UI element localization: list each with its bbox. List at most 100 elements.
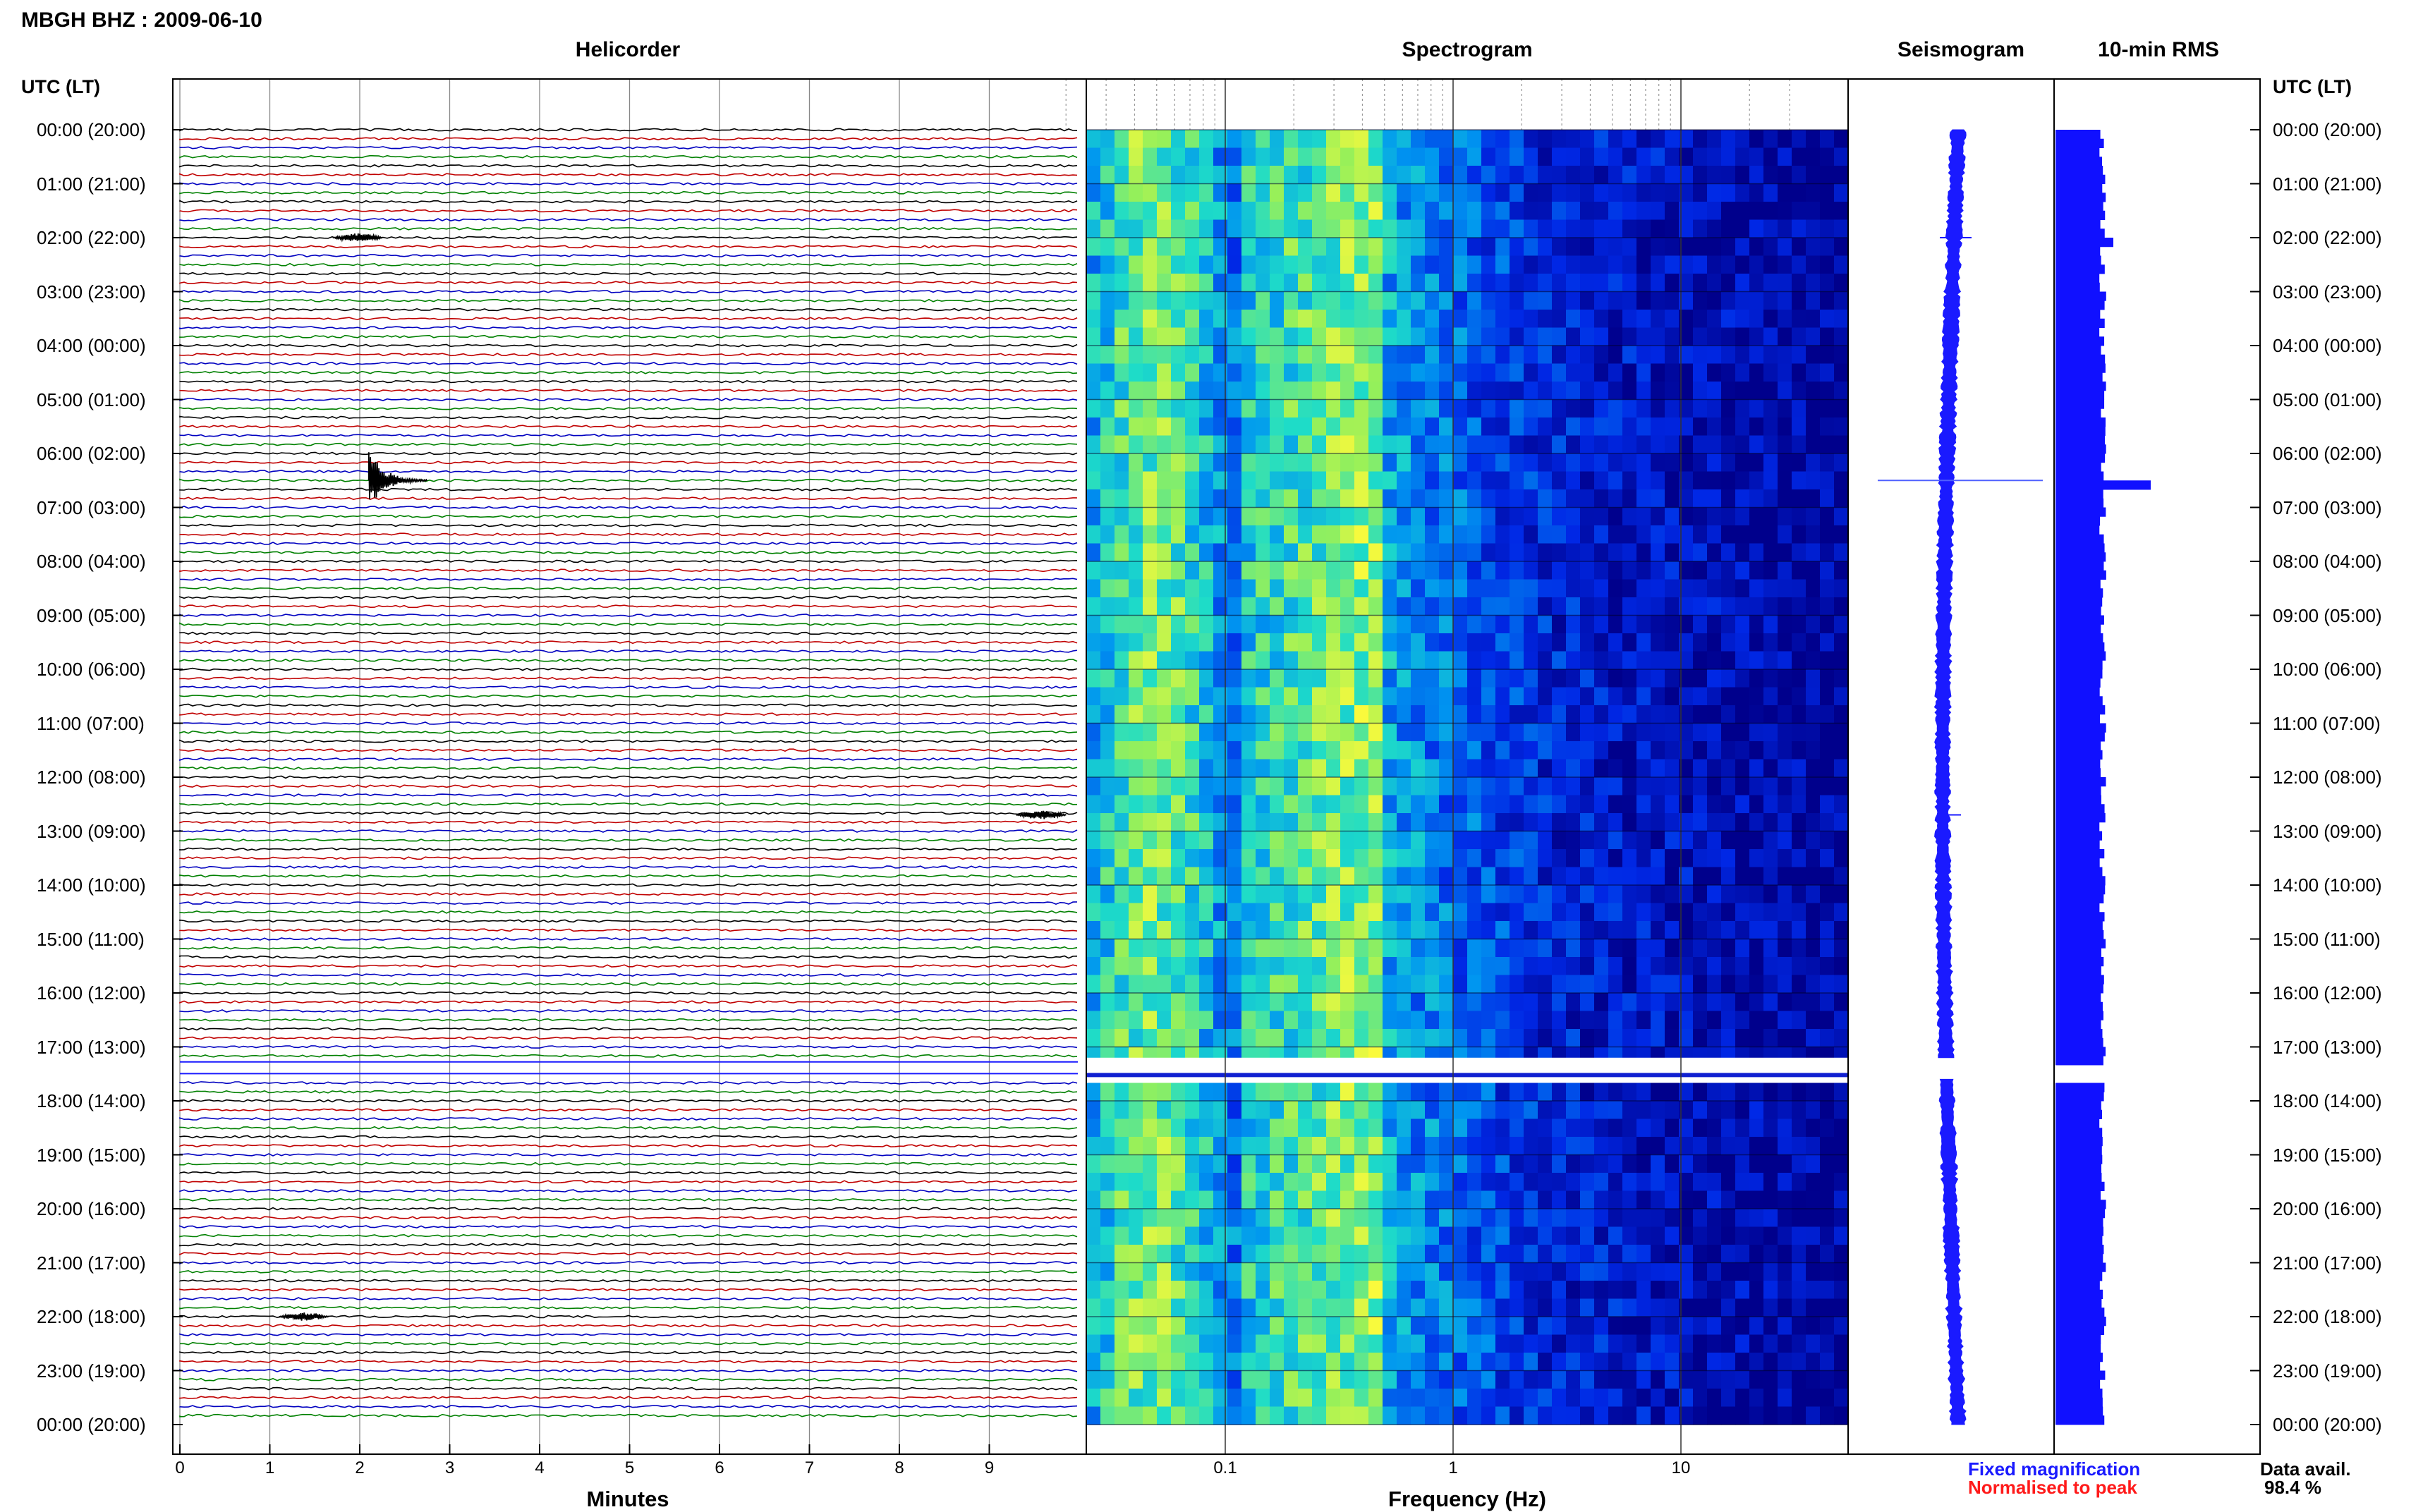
spectrogram-cell <box>1566 147 1581 166</box>
spectrogram-cell <box>1115 669 1129 688</box>
spectrogram-cell <box>1439 166 1454 185</box>
spectrogram-cell <box>1284 147 1299 166</box>
spectrogram-cell <box>1636 1262 1651 1281</box>
spectrogram-cell <box>1185 1353 1200 1372</box>
spectrogram-cell <box>1735 363 1750 382</box>
spectrogram-cell <box>1157 903 1172 922</box>
spectrogram-cell <box>1340 597 1355 616</box>
spectrogram-cell <box>1411 1262 1426 1281</box>
spectrogram-cell <box>1298 705 1313 724</box>
spectrogram-cell <box>1806 849 1821 868</box>
spectrogram-cell <box>1636 1137 1651 1156</box>
spectrogram-cell <box>1707 1190 1722 1209</box>
spectrogram-cell <box>1453 867 1468 886</box>
spectrogram-cell <box>1439 1083 1454 1102</box>
spectrogram-cell <box>1199 363 1214 382</box>
spectrogram-cell <box>1580 813 1595 832</box>
spectrogram-cell <box>1763 1101 1778 1120</box>
spectrogram-cell <box>1651 1406 1665 1425</box>
spectrogram-cell <box>1256 615 1270 634</box>
spectrogram-cell <box>1185 1101 1200 1120</box>
spectrogram-cell <box>1383 615 1397 634</box>
spectrogram-cell <box>1213 274 1228 293</box>
spectrogram-cell <box>1354 669 1369 688</box>
spectrogram-cell <box>1778 1334 1792 1353</box>
spectrogram-cell <box>1693 723 1708 742</box>
rms-bar <box>2055 174 2106 184</box>
spectrogram-cell <box>1241 1281 1256 1300</box>
spectrogram-cell <box>1834 993 1849 1012</box>
spectrogram-cell <box>1439 831 1454 850</box>
spectrogram-cell <box>1481 543 1496 562</box>
spectrogram-cell <box>1213 1353 1228 1372</box>
spectrogram-cell <box>1580 849 1595 868</box>
spectrogram-cell <box>1354 939 1369 958</box>
spectrogram-cell <box>1636 1370 1651 1389</box>
spectrogram-cell <box>1707 1389 1722 1408</box>
spectrogram-cell <box>1834 939 1849 958</box>
spectrogram-cell <box>1636 669 1651 688</box>
spectrogram-cell <box>1143 651 1158 670</box>
spectrogram-cell <box>1538 777 1553 796</box>
spectrogram-cell <box>1115 993 1129 1012</box>
spectrogram-cell <box>1721 327 1736 346</box>
spectrogram-cell <box>1778 705 1792 724</box>
spectrogram-cell <box>1115 166 1129 185</box>
spectrogram-cell <box>1665 705 1680 724</box>
spectrogram-cell <box>1622 1406 1637 1425</box>
spectrogram-cell <box>1481 507 1496 526</box>
spectrogram-cell <box>1665 399 1680 418</box>
spectrogram-cell <box>1622 669 1637 688</box>
spectrogram-cell <box>1622 453 1637 472</box>
spectrogram-cell <box>1834 813 1849 832</box>
spectrogram-cell <box>1298 1011 1313 1030</box>
spectrogram-cell <box>1806 1226 1821 1245</box>
spectrogram-cell <box>1425 1173 1440 1192</box>
spectrogram-cell <box>1806 1262 1821 1281</box>
spectrogram-cell <box>1129 705 1143 724</box>
spectrogram-cell <box>1552 579 1567 598</box>
spectrogram-cell <box>1510 147 1524 166</box>
spectrogram-cell <box>1693 525 1708 544</box>
spectrogram-cell <box>1270 1406 1285 1425</box>
spectrogram-cell <box>1284 795 1299 814</box>
spectrogram-cell <box>1495 993 1510 1012</box>
spectrogram-cell <box>1608 1209 1623 1228</box>
spectrogram-cell <box>1100 921 1115 940</box>
spectrogram-cell <box>1651 346 1665 365</box>
spectrogram-cell <box>1354 399 1369 418</box>
spectrogram-cell <box>1820 597 1835 616</box>
spectrogram-cell <box>1086 633 1101 652</box>
spectrogram-cell <box>1608 1118 1623 1138</box>
spectrogram-cell <box>1636 867 1651 886</box>
spectrogram-cell <box>1679 1245 1694 1264</box>
helicorder-trace <box>179 1171 1078 1175</box>
spectrogram-cell <box>1693 975 1708 994</box>
spectrogram-cell <box>1143 507 1158 526</box>
spectrogram-cell <box>1721 1317 1736 1336</box>
spectrogram-cell <box>1411 921 1426 940</box>
spectrogram-cell <box>1270 579 1285 598</box>
spectrogram-cell <box>1425 993 1440 1012</box>
spectrogram-cell <box>1383 723 1397 742</box>
spectrogram-cell <box>1453 831 1468 850</box>
spectrogram-cell <box>1763 399 1778 418</box>
spectrogram-cell <box>1368 615 1383 634</box>
spectrogram-cell <box>1171 1209 1186 1228</box>
spectrogram-cell <box>1566 1011 1581 1030</box>
spectrogram-cell <box>1566 633 1581 652</box>
spectrogram-cell <box>1241 813 1256 832</box>
spectrogram-cell <box>1510 1173 1524 1192</box>
spectrogram-cell <box>1411 1298 1426 1317</box>
spectrogram-cell <box>1241 723 1256 742</box>
spectrogram-cell <box>1425 1118 1440 1138</box>
spectrogram-cell <box>1566 1190 1581 1209</box>
helicorder-trace <box>179 1386 1078 1391</box>
spectrogram-cell <box>1453 255 1468 274</box>
spectrogram-cell <box>1665 346 1680 365</box>
spectrogram-cell <box>1622 921 1637 940</box>
spectrogram-cell <box>1143 166 1158 185</box>
spectrogram-cell <box>1834 1118 1849 1138</box>
rms-bar <box>2055 885 2106 895</box>
spectrogram-cell <box>1721 1209 1736 1228</box>
